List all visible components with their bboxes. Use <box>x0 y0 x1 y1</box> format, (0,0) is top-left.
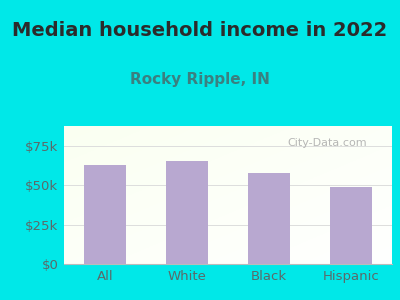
Bar <box>330 187 372 264</box>
Bar <box>84 165 126 264</box>
Text: Rocky Ripple, IN: Rocky Ripple, IN <box>130 72 270 87</box>
Bar <box>166 161 208 264</box>
Text: Median household income in 2022: Median household income in 2022 <box>12 21 388 40</box>
Bar <box>248 172 290 264</box>
Text: City-Data.com: City-Data.com <box>287 138 367 148</box>
